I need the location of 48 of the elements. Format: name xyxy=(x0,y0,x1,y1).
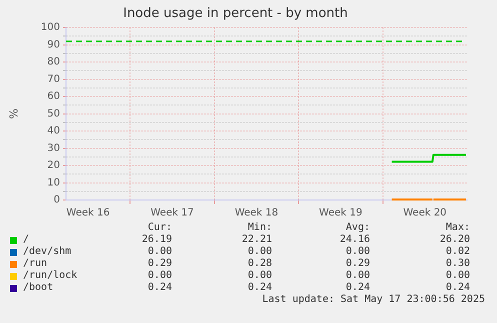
chart-title: Inode usage in percent - by month xyxy=(123,6,348,22)
text: 26.19 xyxy=(140,234,172,246)
y-tick-label: 70 xyxy=(47,74,60,85)
x-tick-label: Week 20 xyxy=(403,208,447,219)
y-tick-label: 10 xyxy=(47,177,60,188)
legend-label: /run/lock xyxy=(23,270,78,282)
text: 0.24 xyxy=(246,282,272,294)
text: 0.00 xyxy=(246,270,272,282)
x-tick-label: Week 19 xyxy=(319,208,362,219)
text: 0.00 xyxy=(146,270,172,282)
y-tick-label: 60 xyxy=(47,91,60,102)
y-tick-label: 80 xyxy=(47,56,60,68)
x-tick-label: Week 18 xyxy=(234,208,278,219)
text: 24.16 xyxy=(338,234,370,246)
y-tick-label: 40 xyxy=(47,126,60,137)
legend-label: / xyxy=(23,234,30,246)
text: 0.24 xyxy=(146,282,172,294)
text: 0.00 xyxy=(344,246,370,258)
x-tick-label: Week 16 xyxy=(66,208,110,219)
y-tick-label: 20 xyxy=(47,160,60,172)
text: 0.00 xyxy=(146,246,172,258)
text: 0.24 xyxy=(344,282,370,294)
text: 0.29 xyxy=(146,258,172,270)
text: Cur: xyxy=(146,222,172,234)
text: 0.00 xyxy=(344,270,370,282)
text: 0.24 xyxy=(444,282,470,294)
y-tick-label: 90 xyxy=(47,39,60,50)
text: Max: xyxy=(444,222,470,234)
y-axis-title: % xyxy=(7,108,20,120)
text: Last update: Sat May 17 23:00:56 2025 xyxy=(262,294,485,305)
legend-label: /run xyxy=(23,258,48,270)
legend-label: /dev/shm xyxy=(23,246,72,258)
text: 0.00 xyxy=(246,246,272,258)
text: 0.29 xyxy=(344,258,370,270)
text: 0.30 xyxy=(444,258,470,270)
text: 26.20 xyxy=(438,234,470,246)
text: 0.28 xyxy=(246,258,272,270)
y-tick-label: 0 xyxy=(54,194,60,206)
legend-label: /boot xyxy=(23,282,54,294)
text: Avg: xyxy=(344,222,370,234)
text: 22.21 xyxy=(240,234,272,246)
x-tick-label: Week 17 xyxy=(150,208,194,219)
text: 0.02 xyxy=(444,246,470,258)
text: Min: xyxy=(246,222,272,234)
y-tick-label: 50 xyxy=(47,108,60,120)
y-tick-label: 30 xyxy=(47,142,60,154)
text: 0.00 xyxy=(444,270,470,282)
y-tick-label: 100 xyxy=(40,22,60,34)
